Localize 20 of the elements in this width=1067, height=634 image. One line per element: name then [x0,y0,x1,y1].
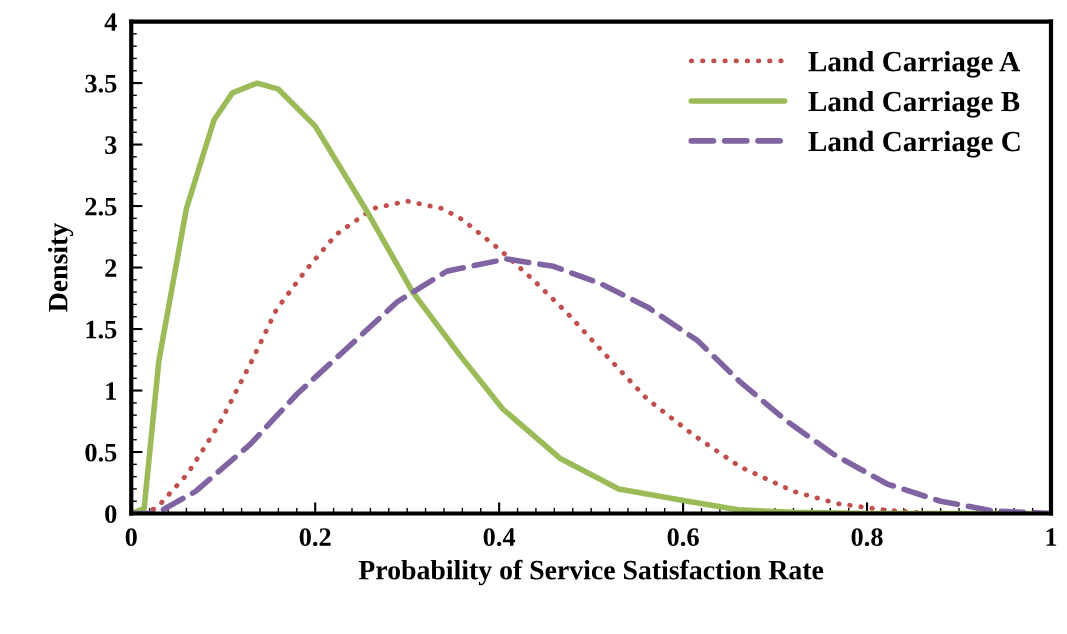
y-axis-title: Density [47,223,74,312]
y-tick-label: 3.5 [85,74,117,93]
y-tick-label: 1 [106,382,116,400]
y-tick-label: 4 [104,13,117,31]
x-tick-label: 0.2 [299,528,331,547]
x-tick-label: 0.6 [667,528,699,547]
y-tick-label: 3 [105,136,117,154]
legend-label: Land Carriage C [808,130,1020,158]
x-tick-label: 0.4 [483,528,516,547]
y-tick-label: 2.5 [85,197,117,216]
legend-label: Land Carriage A [808,50,1021,78]
x-tick-label: 1 [1046,528,1057,546]
y-tick-label: 0.5 [85,443,117,462]
x-tick-label: 0.8 [851,528,883,547]
legend-label: Land Carriage B [808,90,1020,118]
x-tick-label: 0 [125,528,137,546]
x-axis-title: Probability of Service Satisfaction Rate [358,559,824,586]
y-tick-label: 1.5 [86,320,117,339]
y-tick-label: 2 [105,259,117,277]
y-tick-label: 0 [105,505,117,523]
